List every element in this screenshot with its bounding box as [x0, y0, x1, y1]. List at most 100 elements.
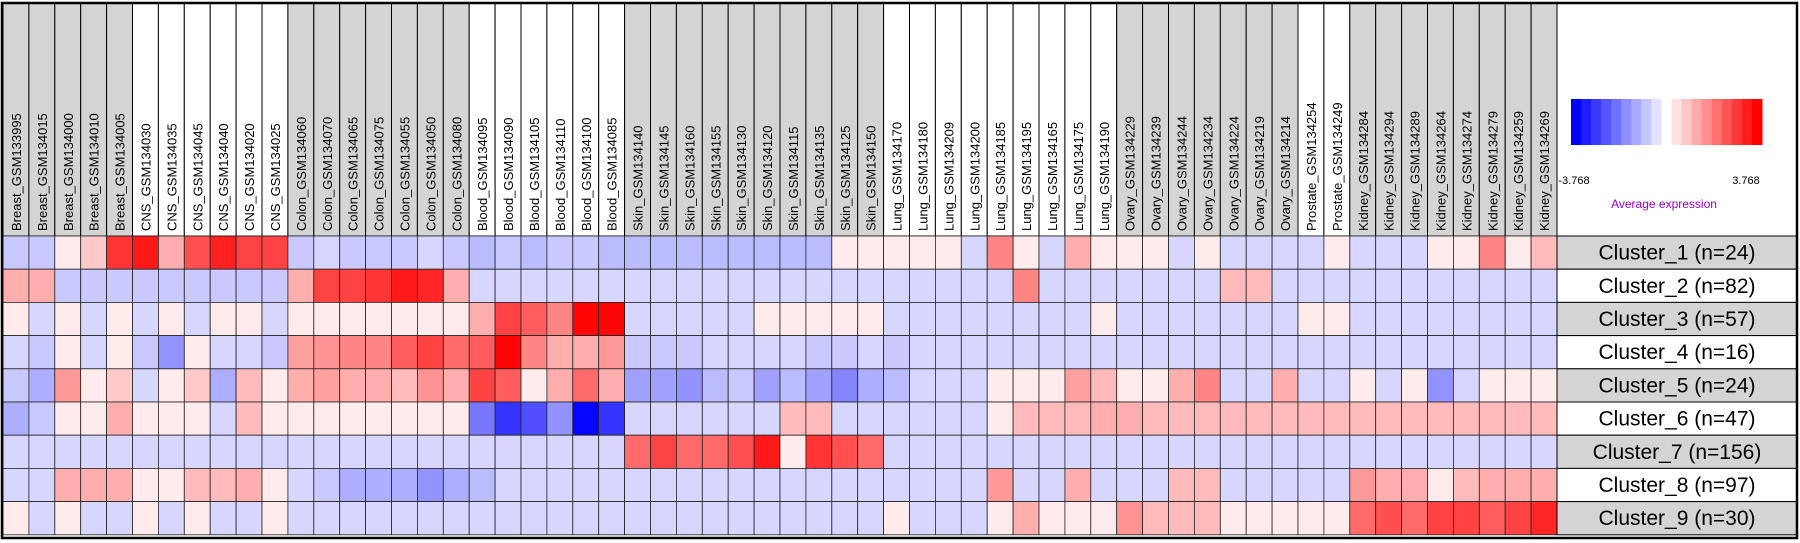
- legend-swatch: [1681, 99, 1693, 145]
- heatmap-cell: [1375, 501, 1402, 536]
- column-label: Prostate_GSM134249: [1330, 102, 1345, 231]
- heatmap-cell: [1478, 434, 1506, 469]
- heatmap-cell: [572, 335, 600, 370]
- heatmap-cell: [132, 434, 159, 469]
- column-label: Lung_GSM134180: [915, 122, 930, 231]
- heatmap-cell: [960, 368, 988, 403]
- heatmap-cell: [1401, 501, 1428, 536]
- legend-swatch: [1691, 99, 1703, 145]
- heatmap-cell: [1478, 235, 1506, 270]
- heatmap-cell: [1064, 335, 1092, 370]
- heatmap-cell: [1245, 501, 1273, 536]
- heatmap-cell: [365, 501, 392, 536]
- column-header-bg: [1142, 2, 1169, 237]
- heatmap-cell: [1504, 268, 1532, 303]
- column-header-bg: [572, 2, 600, 237]
- heatmap-cell: [494, 335, 522, 370]
- heatmap-cell: [779, 301, 807, 336]
- column-label: Lung_GSM134170: [890, 122, 905, 231]
- heatmap-cell: [157, 335, 185, 370]
- column-label: Lung_GSM134165: [1045, 122, 1060, 231]
- heatmap-cell: [261, 501, 289, 536]
- heatmap-cell: [1375, 268, 1402, 303]
- heatmap-cell: [339, 467, 367, 502]
- heatmap-cell: [1453, 501, 1480, 536]
- heatmap-cell: [416, 368, 444, 403]
- heatmap-cell: [1012, 434, 1040, 469]
- heatmap-cell: [209, 467, 237, 502]
- heatmap-cell: [1323, 368, 1351, 403]
- heatmap-cell: [857, 501, 885, 536]
- heatmap-cell: [1168, 335, 1195, 370]
- heatmap-cell: [235, 401, 263, 436]
- heatmap-cell: [624, 301, 651, 336]
- heatmap-cell: [1375, 301, 1402, 336]
- heatmap-cell: [572, 434, 600, 469]
- heatmap-cell: [339, 434, 367, 469]
- heatmap-cell: [494, 401, 522, 436]
- legend-swatch: [1661, 99, 1673, 145]
- heatmap-cell: [960, 501, 988, 536]
- legend-swatch: [1611, 99, 1622, 145]
- heatmap-cell: [883, 368, 910, 403]
- heatmap-cell: [1194, 335, 1221, 370]
- heatmap-cell: [1142, 335, 1169, 370]
- heatmap-cell: [1012, 368, 1040, 403]
- heatmap-cell: [1504, 467, 1532, 502]
- heatmap-cell: [365, 467, 392, 502]
- heatmap-cell: [1375, 467, 1402, 502]
- heatmap-cell: [442, 301, 470, 336]
- heatmap-cell: [857, 235, 885, 270]
- column-label: CNS_GSM134040: [216, 123, 231, 231]
- heatmap-cell: [753, 235, 781, 270]
- heatmap-cell: [857, 368, 885, 403]
- column-label: Breast_GSM134005: [113, 113, 128, 231]
- legend-swatch: [1591, 99, 1602, 145]
- heatmap-cell: [935, 434, 962, 469]
- heatmap-cell: [183, 368, 211, 403]
- heatmap-cell: [753, 368, 781, 403]
- heatmap-cell: [1038, 434, 1066, 469]
- column-label: Skin_GSM134135: [812, 125, 827, 231]
- legend-swatch: [1631, 99, 1642, 145]
- heatmap-cell: [546, 434, 574, 469]
- heatmap-cell: [468, 301, 496, 336]
- heatmap-cell: [1245, 434, 1273, 469]
- heatmap-cell: [1090, 268, 1118, 303]
- column-header-bg: [494, 2, 522, 237]
- heatmap-cell: [1504, 501, 1532, 536]
- heatmap-cell: [598, 434, 626, 469]
- row-label: Cluster_6 (n=47): [1599, 408, 1756, 431]
- heatmap-cell: [1219, 268, 1247, 303]
- heatmap-cell: [287, 268, 315, 303]
- heatmap-cell: [650, 434, 677, 469]
- heatmap-cell: [960, 268, 988, 303]
- column-label: Skin_GSM134115: [786, 126, 801, 231]
- heatmap-cell: [1530, 235, 1558, 270]
- heatmap-cell: [2, 335, 30, 370]
- heatmap-cell: [1530, 401, 1558, 436]
- heatmap-cell: [1116, 368, 1143, 403]
- column-header-bg: [1219, 2, 1247, 237]
- heatmap-cell: [54, 368, 82, 403]
- heatmap-cell: [1349, 268, 1377, 303]
- heatmap-cell: [1142, 501, 1169, 536]
- heatmap-cell: [753, 335, 781, 370]
- heatmap-cell: [313, 434, 341, 469]
- heatmap-cell: [106, 268, 133, 303]
- heatmap-cell: [1194, 501, 1221, 536]
- heatmap-cell: [727, 434, 755, 469]
- heatmap-cell: [1401, 467, 1428, 502]
- row-label-bg: [1556, 434, 1798, 469]
- column-label: Ovary_GSM134244: [1174, 116, 1189, 231]
- heatmap-cell: [287, 501, 315, 536]
- heatmap-cell: [520, 501, 548, 536]
- heatmap-cell: [106, 467, 133, 502]
- column-header-bg: [28, 2, 56, 237]
- heatmap-cell: [28, 235, 56, 270]
- heatmap-cell: [805, 301, 833, 336]
- heatmap-cell: [1064, 501, 1092, 536]
- column-label: Breast_GSM134000: [61, 113, 76, 231]
- heatmap-cell: [468, 501, 496, 536]
- row-label: Cluster_7 (n=156): [1593, 441, 1762, 464]
